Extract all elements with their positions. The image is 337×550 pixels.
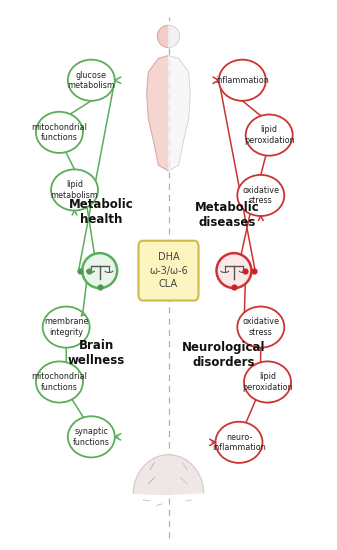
Text: mitochondrial
functions: mitochondrial functions — [31, 123, 87, 142]
Text: lipid
peroxidation: lipid peroxidation — [244, 125, 295, 145]
Polygon shape — [147, 56, 168, 170]
Text: oxidative
stress: oxidative stress — [242, 186, 279, 205]
Ellipse shape — [51, 169, 98, 211]
Ellipse shape — [216, 253, 251, 288]
Ellipse shape — [43, 306, 90, 348]
Ellipse shape — [36, 361, 83, 403]
Text: Metabolic
health: Metabolic health — [69, 198, 134, 226]
Text: Neurological
disorders: Neurological disorders — [182, 340, 266, 368]
Text: Brain
wellness: Brain wellness — [68, 339, 125, 367]
Ellipse shape — [82, 253, 117, 288]
Polygon shape — [133, 455, 204, 494]
Text: inflammation: inflammation — [215, 76, 269, 85]
Text: lipid
peroxidation: lipid peroxidation — [242, 372, 293, 392]
Ellipse shape — [215, 422, 263, 463]
Ellipse shape — [237, 306, 284, 348]
Polygon shape — [133, 455, 204, 494]
Ellipse shape — [219, 59, 266, 101]
Polygon shape — [168, 25, 180, 47]
Polygon shape — [168, 56, 190, 170]
Text: synaptic
functions: synaptic functions — [73, 427, 110, 447]
Text: mitochondrial
functions: mitochondrial functions — [31, 372, 87, 392]
FancyBboxPatch shape — [139, 241, 198, 300]
Text: neuro-
inflammation: neuro- inflammation — [212, 433, 266, 452]
Ellipse shape — [68, 416, 115, 458]
Ellipse shape — [244, 361, 291, 403]
Ellipse shape — [68, 59, 115, 101]
Polygon shape — [157, 25, 168, 47]
Text: Metabolic
diseases: Metabolic diseases — [195, 201, 259, 229]
Ellipse shape — [36, 112, 83, 153]
Text: DHA
ω-3/ω-6
CLA: DHA ω-3/ω-6 CLA — [149, 252, 188, 289]
Ellipse shape — [237, 175, 284, 216]
Text: lipid
metabolism: lipid metabolism — [51, 180, 98, 200]
Text: membrane
integrity: membrane integrity — [44, 317, 88, 337]
Ellipse shape — [246, 114, 293, 156]
Text: glucose
metabolism: glucose metabolism — [67, 70, 115, 90]
Text: oxidative
stress: oxidative stress — [242, 317, 279, 337]
